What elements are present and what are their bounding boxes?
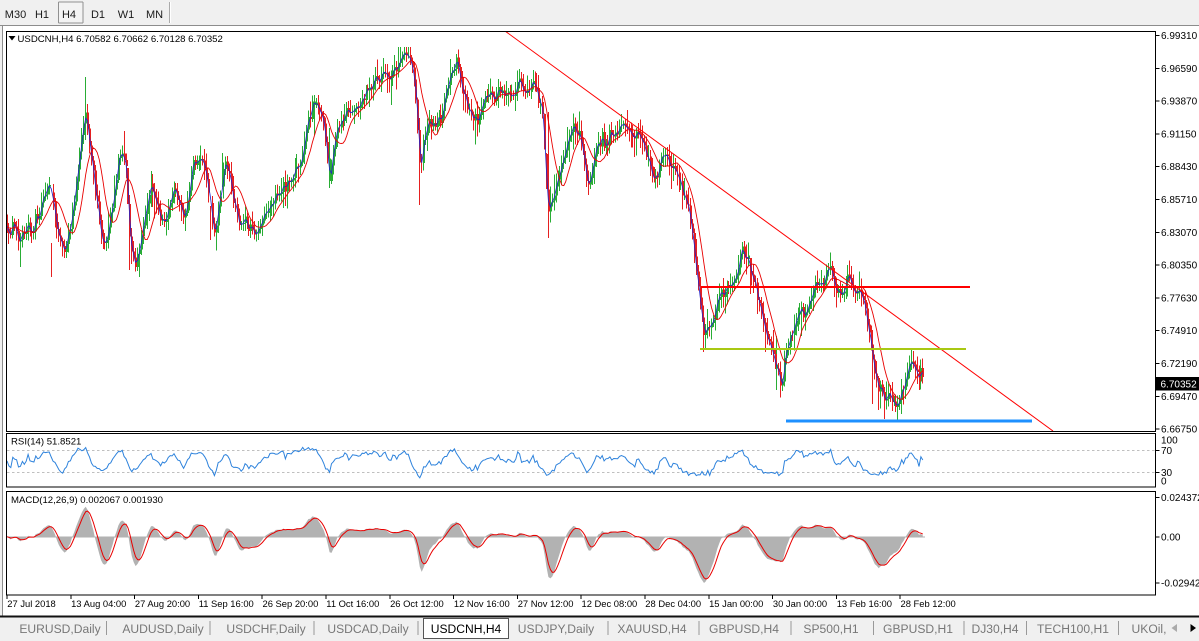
svg-text:11 Sep 16:00: 11 Sep 16:00 bbox=[199, 598, 254, 609]
svg-text:0.00: 0.00 bbox=[1161, 533, 1181, 544]
svg-text:MN: MN bbox=[146, 9, 163, 21]
svg-text:28 Feb 12:00: 28 Feb 12:00 bbox=[901, 598, 956, 609]
svg-text:USDCAD,Daily: USDCAD,Daily bbox=[327, 622, 409, 636]
svg-text:AUDUSD,Daily: AUDUSD,Daily bbox=[122, 622, 204, 636]
svg-text:DJ30,H4: DJ30,H4 bbox=[971, 622, 1018, 636]
svg-text:30 Jan 00:00: 30 Jan 00:00 bbox=[773, 598, 827, 609]
svg-text:6.70352: 6.70352 bbox=[1161, 380, 1198, 391]
svg-text:W1: W1 bbox=[118, 9, 135, 21]
svg-text:H1: H1 bbox=[35, 9, 49, 21]
svg-text:27 Nov 12:00: 27 Nov 12:00 bbox=[518, 598, 574, 609]
svg-text:6.99310: 6.99310 bbox=[1161, 31, 1198, 42]
svg-text:USDCNH,H4: USDCNH,H4 bbox=[431, 622, 502, 636]
svg-text:6.72190: 6.72190 bbox=[1161, 359, 1198, 370]
svg-text:USDCNH,H4 6.70582 6.70662 6.7: USDCNH,H4 6.70582 6.70662 6.70128 6.7035… bbox=[18, 34, 223, 45]
svg-text:12 Nov 16:00: 12 Nov 16:00 bbox=[454, 598, 510, 609]
svg-text:D1: D1 bbox=[91, 9, 105, 21]
svg-text:6.88430: 6.88430 bbox=[1161, 162, 1198, 173]
svg-text:13 Feb 16:00: 13 Feb 16:00 bbox=[837, 598, 892, 609]
svg-text:6.93870: 6.93870 bbox=[1161, 97, 1198, 108]
svg-text:GBPUSD,H4: GBPUSD,H4 bbox=[709, 622, 779, 636]
svg-text:H4: H4 bbox=[62, 9, 76, 21]
svg-text:13 Aug 04:00: 13 Aug 04:00 bbox=[71, 598, 126, 609]
svg-text:6.85710: 6.85710 bbox=[1161, 195, 1198, 206]
svg-text:30: 30 bbox=[1161, 468, 1173, 479]
svg-text:70: 70 bbox=[1161, 446, 1173, 457]
svg-text:TECH100,H1: TECH100,H1 bbox=[1037, 622, 1109, 636]
svg-text:26 Sep 20:00: 26 Sep 20:00 bbox=[263, 598, 319, 609]
svg-text:27 Jul 2018: 27 Jul 2018 bbox=[7, 598, 55, 609]
svg-text:USDJPY,Daily: USDJPY,Daily bbox=[518, 622, 595, 636]
svg-text:0.024372: 0.024372 bbox=[1161, 493, 1199, 504]
svg-text:-0.029423: -0.029423 bbox=[1161, 579, 1199, 590]
svg-text:100: 100 bbox=[1161, 436, 1178, 447]
svg-text:6.91150: 6.91150 bbox=[1161, 129, 1197, 140]
svg-text:MACD(12,26,9) 0.002067 0.00193: MACD(12,26,9) 0.002067 0.001930 bbox=[11, 495, 163, 506]
svg-text:6.74910: 6.74910 bbox=[1161, 326, 1198, 337]
svg-text:28 Dec 04:00: 28 Dec 04:00 bbox=[645, 598, 701, 609]
svg-text:6.96590: 6.96590 bbox=[1161, 64, 1198, 75]
svg-text:EURUSD,Daily: EURUSD,Daily bbox=[19, 622, 101, 636]
svg-text:RSI(14) 51.8521: RSI(14) 51.8521 bbox=[11, 437, 81, 448]
svg-text:11 Oct 16:00: 11 Oct 16:00 bbox=[326, 598, 379, 609]
svg-text:6.77630: 6.77630 bbox=[1161, 293, 1198, 304]
svg-text:15 Jan 00:00: 15 Jan 00:00 bbox=[709, 598, 763, 609]
svg-text:M30: M30 bbox=[5, 9, 26, 21]
svg-text:6.69470: 6.69470 bbox=[1161, 392, 1198, 403]
svg-text:27 Aug 20:00: 27 Aug 20:00 bbox=[135, 598, 190, 609]
svg-text:6.66750: 6.66750 bbox=[1161, 425, 1198, 436]
svg-text:XAUUSD,H4: XAUUSD,H4 bbox=[617, 622, 686, 636]
svg-text:26 Oct 12:00: 26 Oct 12:00 bbox=[390, 598, 444, 609]
svg-text:6.80350: 6.80350 bbox=[1161, 261, 1198, 272]
svg-text:SP500,H1: SP500,H1 bbox=[803, 622, 858, 636]
svg-text:UKOil,: UKOil, bbox=[1132, 622, 1167, 636]
svg-text:12 Dec 08:00: 12 Dec 08:00 bbox=[582, 598, 638, 609]
svg-text:0: 0 bbox=[1161, 477, 1167, 488]
svg-text:6.83070: 6.83070 bbox=[1161, 228, 1198, 239]
svg-text:GBPUSD,H1: GBPUSD,H1 bbox=[883, 622, 953, 636]
svg-text:USDCHF,Daily: USDCHF,Daily bbox=[226, 622, 306, 636]
